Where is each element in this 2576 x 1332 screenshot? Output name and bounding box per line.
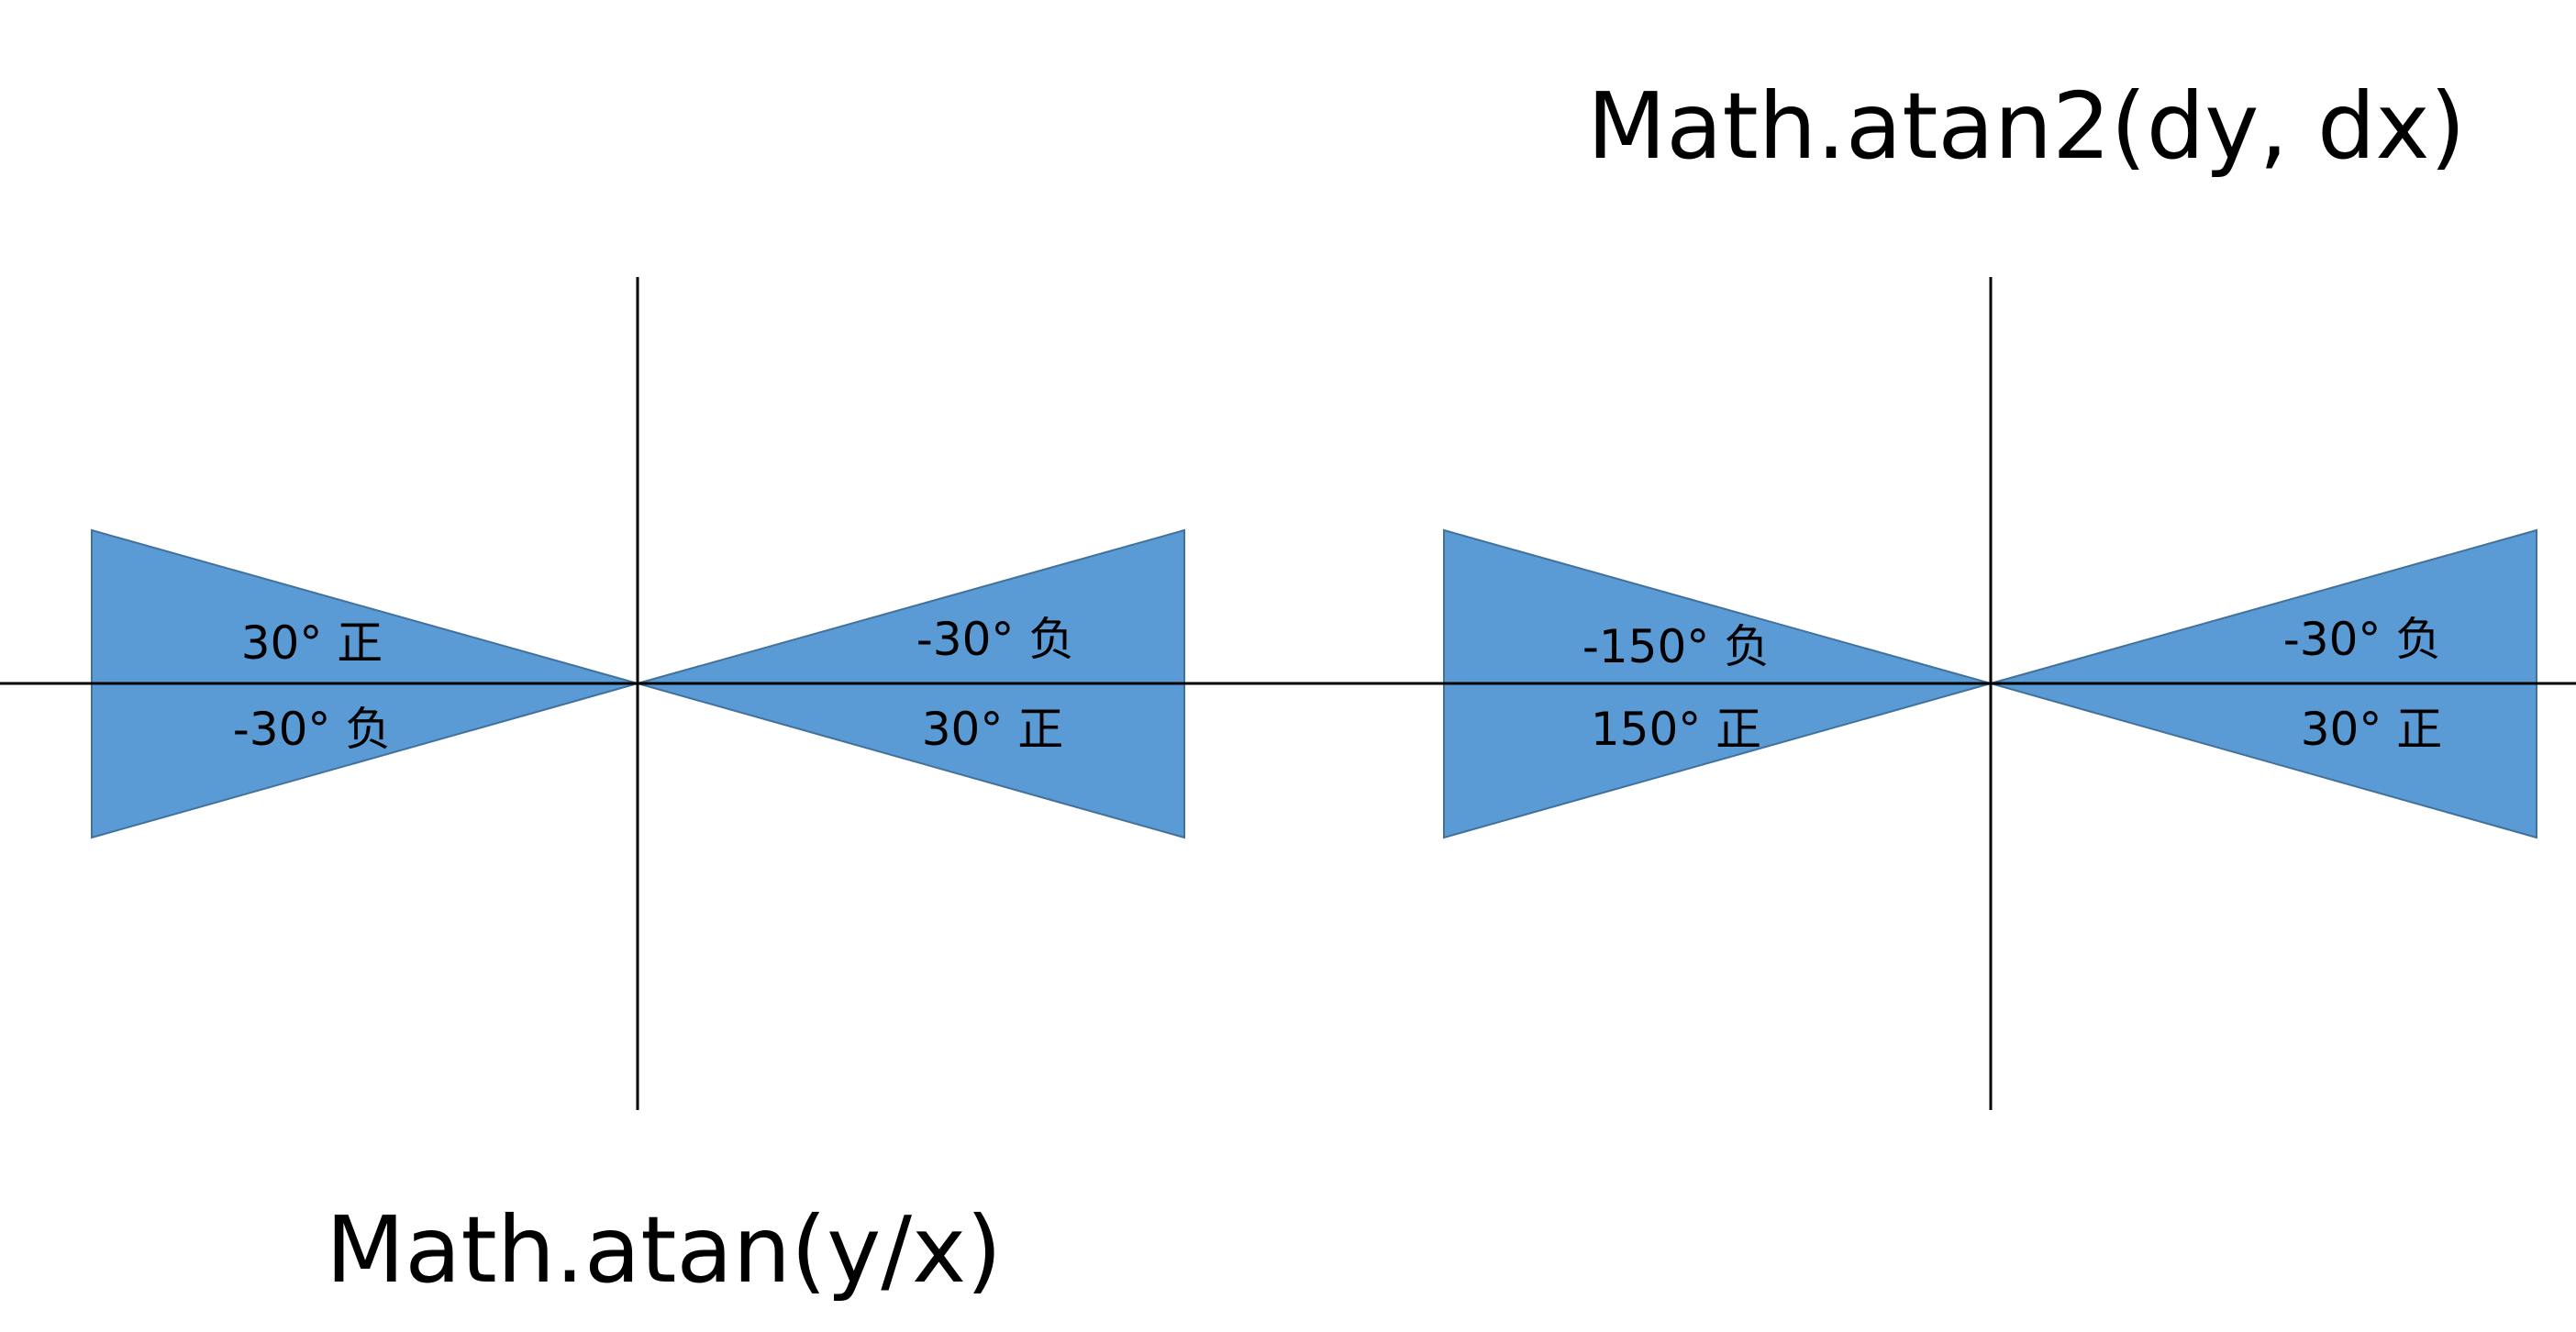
atan2-title: Math.atan2(dy, dx) [1587,72,2466,180]
atan2-left-lower-label: 150° 正 [1591,703,1761,756]
atan2-right-lower-label: 30° 正 [2301,703,2443,756]
atan-right-upper-label: -30° 负 [916,613,1075,666]
atan-right-lower-label: 30° 正 [922,703,1064,756]
atan2-right-upper-label: -30° 负 [2283,613,2442,666]
atan-left-upper-label: 30° 正 [241,616,383,670]
atan-title: Math.atan(y/x) [326,1196,1002,1304]
atan2-left-upper-label: -150° 负 [1582,620,1770,673]
atan-left-lower-label: -30° 负 [233,703,392,756]
